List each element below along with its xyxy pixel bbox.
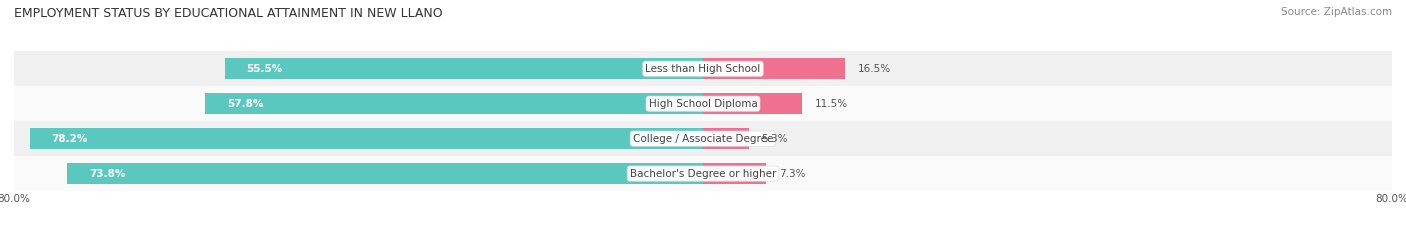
- Bar: [14, 156, 1392, 191]
- Text: 11.5%: 11.5%: [815, 99, 848, 109]
- Text: High School Diploma: High School Diploma: [648, 99, 758, 109]
- Text: EMPLOYMENT STATUS BY EDUCATIONAL ATTAINMENT IN NEW LLANO: EMPLOYMENT STATUS BY EDUCATIONAL ATTAINM…: [14, 7, 443, 20]
- Text: 16.5%: 16.5%: [858, 64, 891, 74]
- Text: 73.8%: 73.8%: [89, 169, 125, 178]
- Text: 7.3%: 7.3%: [779, 169, 806, 178]
- Text: 78.2%: 78.2%: [51, 134, 87, 144]
- Bar: [703, 93, 801, 114]
- Text: 55.5%: 55.5%: [246, 64, 283, 74]
- Bar: [703, 163, 766, 184]
- Bar: [703, 58, 845, 79]
- Bar: [67, 163, 703, 184]
- Bar: [225, 58, 703, 79]
- Bar: [14, 51, 1392, 86]
- Text: Bachelor's Degree or higher: Bachelor's Degree or higher: [630, 169, 776, 178]
- Text: 5.3%: 5.3%: [762, 134, 787, 144]
- Bar: [14, 121, 1392, 156]
- Text: 57.8%: 57.8%: [226, 99, 263, 109]
- Bar: [14, 86, 1392, 121]
- Text: Source: ZipAtlas.com: Source: ZipAtlas.com: [1281, 7, 1392, 17]
- Bar: [30, 128, 703, 149]
- Bar: [703, 128, 748, 149]
- Text: College / Associate Degree: College / Associate Degree: [633, 134, 773, 144]
- Text: Less than High School: Less than High School: [645, 64, 761, 74]
- Bar: [205, 93, 703, 114]
